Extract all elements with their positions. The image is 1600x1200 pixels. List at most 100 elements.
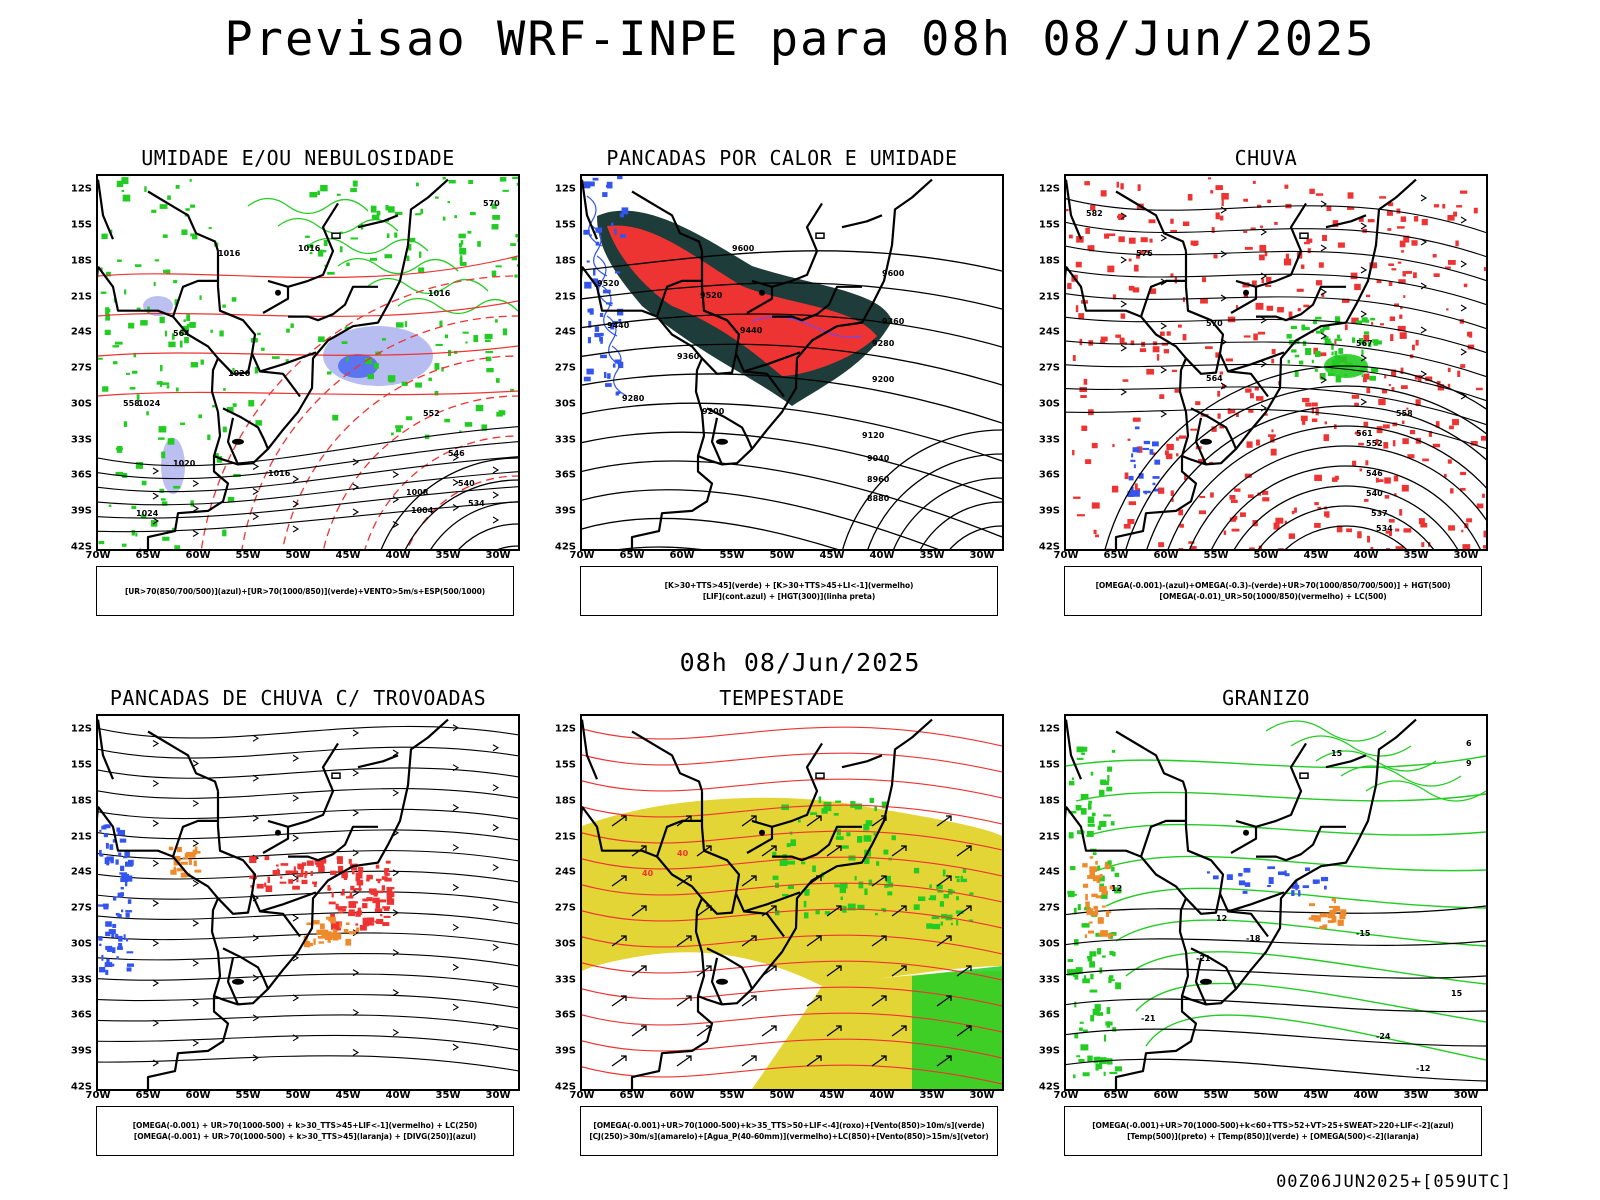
humidity-green-cell: [182, 325, 189, 332]
map-frame: 1016 1016 1016 1020 1024 1016 1020 1024 1008 1004…: [96, 174, 520, 551]
temp850-green-cell: [1080, 1044, 1089, 1051]
rain-red-cell: [1066, 209, 1069, 212]
lon-tick-label: 70W: [85, 550, 111, 561]
rain-red-cell: [1461, 529, 1464, 533]
wind-green-cell: [873, 832, 876, 836]
storms-red-cell: [381, 876, 388, 880]
temp850-contour: [1085, 823, 1486, 837]
rain-red-cell: [1449, 425, 1454, 430]
country-border: [706, 947, 754, 990]
rain-red-cell: [1199, 495, 1206, 499]
rain-red-cell: [1442, 203, 1446, 209]
streamline-arrow: [1320, 376, 1328, 384]
omega-orange-cell: [1082, 883, 1089, 888]
rain-red-cell: [1401, 420, 1405, 425]
humidity-green-cell: [465, 341, 468, 344]
rain-red-cell: [1443, 473, 1447, 478]
lat-tick-label: 21S: [1038, 291, 1060, 303]
country-border: [582, 719, 599, 780]
storms-orange-cell: [177, 846, 182, 853]
thickness-dashed: [98, 255, 518, 279]
country-border: [1325, 754, 1367, 769]
rain-blue-cell: [1144, 491, 1147, 495]
storms-red-cell: [338, 911, 344, 914]
country-border: [172, 820, 257, 915]
rain-red-cell: [1085, 459, 1092, 465]
lon-tick-label: 60W: [1153, 1090, 1179, 1101]
country-border: [656, 820, 741, 915]
rain-red-cell: [1346, 528, 1353, 533]
humidity-green-cell: [341, 341, 348, 345]
lat-tick-label: 36S: [554, 1009, 576, 1021]
humidity-green-cell: [133, 352, 137, 358]
streamline-arrow: [152, 492, 160, 500]
country-border: [147, 190, 220, 252]
rain-red-cell: [1309, 188, 1315, 194]
rain-blue-cell: [1149, 449, 1154, 455]
humidity-green-cell: [473, 335, 479, 343]
divg-blue-cell: [105, 969, 109, 975]
streamline-arrow: [492, 824, 500, 832]
humidity-green-cell: [352, 180, 358, 187]
wind-green-cell: [932, 923, 941, 930]
humidity-green-cell: [475, 404, 484, 412]
rain-red-cell: [1400, 367, 1404, 374]
temp850-green-cell: [1081, 923, 1090, 928]
rain-red-cell: [1139, 348, 1147, 353]
divg-blue-cell: [110, 963, 115, 967]
lif-blue-cell: [600, 354, 607, 359]
rain-red-cell: [1315, 280, 1323, 286]
streamline-arrow: [1320, 244, 1328, 252]
omega-orange-cell: [1319, 925, 1324, 929]
wind-green-cell: [950, 922, 953, 926]
country-border: [1066, 791, 1188, 858]
rain-red-cell: [1176, 437, 1179, 441]
humidity-green-cell: [459, 257, 463, 264]
rain-red-cell: [1246, 441, 1253, 448]
divg-blue-cell: [105, 842, 109, 849]
panel-granizo: GRANIZO 12S 15S 18S 21S 24S 27S 30S 33S 36S 39S 42S…: [1026, 686, 1506, 1166]
wind-green-cell: [913, 867, 920, 874]
omega-orange-cell: [1098, 932, 1102, 936]
humidity-green-cell: [227, 496, 235, 503]
country-border: [1066, 179, 1083, 240]
streamline: [98, 1034, 518, 1051]
storms-red-cell: [384, 872, 390, 876]
storms-red-cell: [300, 866, 304, 874]
country-border: [746, 286, 774, 314]
lif-blue-cell: [617, 176, 623, 180]
streamline-arrow: [492, 466, 500, 474]
divg-blue-cell: [119, 838, 127, 843]
map-frame: 15 12 -15 -18 -21 -21 -24 -12 15 12 6 9: [1064, 714, 1488, 1091]
storms-red-cell: [328, 901, 336, 905]
streamline: [582, 960, 1002, 981]
wind-green-cell: [854, 803, 863, 810]
rain-red-cell: [1455, 240, 1459, 247]
humidity-green-cell: [222, 426, 227, 433]
rain-red-cell: [1178, 509, 1184, 516]
contour-label: 40: [642, 869, 654, 878]
humidity-green-cell: [190, 204, 196, 208]
rain-red-cell: [1402, 438, 1409, 445]
rain-red-cell: [1394, 303, 1400, 307]
contour-label: -21: [1141, 1014, 1156, 1023]
humidity-green-cell: [369, 257, 378, 261]
humidity-green-cell: [514, 274, 518, 278]
storms-red-cell: [356, 879, 364, 886]
humidity-green-cell: [435, 196, 439, 199]
rain-red-cell: [1379, 196, 1387, 199]
wind-green-cell: [940, 921, 943, 926]
storms-red-cell: [290, 870, 299, 874]
lon-tick-label: 30W: [1453, 1090, 1479, 1101]
temp850-contour: [1115, 919, 1486, 947]
streamline-arrow: [292, 500, 300, 508]
temp850-green-cell: [1081, 752, 1085, 756]
rain-red-cell: [1239, 512, 1246, 517]
country-border: [147, 730, 220, 792]
rain-red-cell: [1363, 373, 1370, 380]
rain-red-cell: [1182, 221, 1190, 227]
rain-red-cell: [1387, 228, 1392, 231]
temp850-green-cell: [1088, 800, 1092, 804]
storms-red-cell: [297, 863, 305, 869]
